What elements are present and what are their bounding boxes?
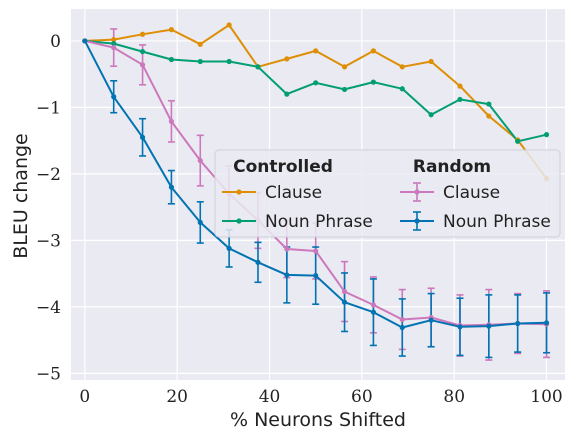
controlled-clause-point [370,48,377,54]
controlled-clause-point [284,56,290,62]
random-noun-phrase-point [197,219,203,226]
controlled-clause-point [428,58,434,65]
legend-frame [214,149,561,238]
random-clause-point [313,248,319,254]
y-tick-label: −1 [36,98,61,118]
random-noun-phrase-point [428,317,434,323]
controlled-noun-phrase-point [197,58,203,65]
series-points [82,22,550,331]
legend-marker-controlled-clause [236,189,242,195]
y-tick-label: 0 [50,32,61,52]
legend-marker-controlled-noun-phrase [236,218,242,224]
legend-label-random-noun-phrase: Noun Phrase [443,212,551,232]
controlled-clause-point [226,22,232,28]
legend-label-controlled-clause: Clause [265,183,322,203]
controlled-clause-point [168,27,175,33]
controlled-noun-phrase-point [370,79,377,85]
random-noun-phrase-point [255,259,261,265]
controlled-noun-phrase-point [313,80,319,86]
controlled-noun-phrase-point [457,96,463,103]
controlled-noun-phrase-point [543,132,550,138]
random-clause-point [370,302,377,308]
x-tick-label: 40 [259,387,281,407]
random-noun-phrase-point [341,299,348,305]
controlled-noun-phrase-point [226,58,232,65]
controlled-clause-point [313,48,319,54]
y-tick-label: −2 [36,165,61,185]
legend-label-controlled-noun-phrase: Noun Phrase [265,212,373,232]
controlled-noun-phrase-point [284,91,290,97]
controlled-clause-point [399,64,405,70]
controlled-clause-point [341,64,348,70]
controlled-noun-phrase-point [111,40,117,47]
random-clause-point [341,288,348,295]
random-clause-point [284,246,290,252]
random-clause-point [197,157,203,164]
controlled-noun-phrase-point [139,48,146,55]
x-tick-label: 80 [443,387,465,407]
legend-label-random-clause: Clause [443,183,500,203]
controlled-noun-phrase-point [486,101,492,107]
random-noun-phrase-point [515,320,521,327]
x-axis-label: % Neurons Shifted [230,409,406,431]
random-noun-phrase-point [370,309,377,315]
random-noun-phrase-point [313,273,319,279]
random-clause-point [111,44,117,51]
random-noun-phrase-point [226,245,232,251]
y-axis-label: BLEU change [10,133,32,259]
random-noun-phrase-point [486,323,492,329]
x-axis-ticks: 0 20 40 60 80 100 [79,387,562,407]
random-noun-phrase-point [543,320,550,326]
controlled-noun-phrase-point [428,112,434,118]
random-noun-phrase-point [457,324,463,330]
random-noun-phrase-point [399,324,405,331]
random-noun-phrase-point [284,272,290,278]
controlled-noun-phrase-point [168,56,175,63]
controlled-clause-point [197,41,203,47]
controlled-clause-point [139,31,146,37]
controlled-noun-phrase-point [399,86,405,92]
x-tick-label: 100 [530,387,562,407]
legend-entries: Clause Noun Phrase Clause Noun Phrase [222,182,551,232]
random-noun-phrase-point [82,38,88,44]
y-tick-label: −5 [36,364,61,384]
y-tick-label: −4 [36,298,61,318]
x-tick-label: 60 [351,387,373,407]
random-noun-phrase-point [111,94,117,100]
controlled-noun-phrase-point [515,138,521,144]
legend-title-controlled: Controlled [233,157,333,177]
random-clause-point [168,118,175,124]
y-tick-label: −3 [36,231,61,251]
controlled-noun-phrase-point [341,86,348,93]
controlled-noun-phrase-point [255,64,261,70]
controlled-clause-point [486,113,492,119]
legend-title-random: Random [413,157,491,177]
random-clause-point [399,316,405,323]
controlled-clause-point [457,83,463,89]
controlled-clause-point [111,36,117,43]
random-noun-phrase-point [139,134,146,140]
x-tick-label: 0 [79,387,90,407]
y-axis-ticks: 0 −1 −2 −3 −4 −5 [36,32,61,384]
random-noun-phrase-point [168,184,175,190]
random-clause-point [139,62,146,68]
x-tick-label: 20 [166,387,188,407]
